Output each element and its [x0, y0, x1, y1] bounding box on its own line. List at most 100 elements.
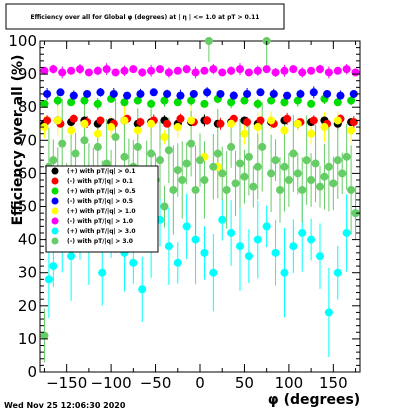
data-point	[289, 65, 298, 74]
data-point	[351, 209, 360, 218]
y-tick-label: 60	[18, 164, 37, 182]
data-point	[351, 68, 360, 77]
data-point	[173, 258, 182, 267]
data-point	[216, 119, 225, 128]
data-point	[307, 176, 316, 185]
data-point	[98, 268, 107, 277]
legend-label: (-) with pT/|q| > 1.0	[67, 218, 133, 225]
data-point	[289, 149, 298, 158]
data-point	[209, 162, 218, 171]
y-tick-label: 100	[8, 32, 37, 50]
data-point	[200, 248, 209, 257]
data-point	[67, 98, 76, 107]
data-point	[58, 139, 67, 148]
data-point	[227, 119, 236, 128]
x-tick-label: −50	[140, 374, 172, 392]
data-point	[96, 88, 105, 97]
x-tick-label: −150	[46, 374, 87, 392]
data-point	[293, 96, 302, 105]
data-point	[307, 66, 316, 75]
data-point	[324, 68, 333, 77]
data-point	[56, 88, 65, 97]
data-point	[182, 65, 191, 74]
y-tick-label: 70	[18, 131, 37, 149]
data-point	[253, 123, 262, 132]
legend-label: (+) with pT/|q| > 3.0	[67, 228, 136, 235]
data-point	[84, 68, 93, 77]
data-point	[249, 182, 258, 191]
x-tick-label: 150	[319, 374, 348, 392]
data-point	[240, 96, 249, 105]
data-point	[280, 162, 289, 171]
legend-label: (+) with pT/|q| > 0.5	[67, 188, 136, 195]
data-point	[231, 179, 240, 188]
data-point	[49, 156, 58, 165]
data-point	[262, 65, 271, 74]
data-point	[320, 172, 329, 181]
data-point	[111, 68, 120, 77]
chart-title: Efficiency over all for Global φ (degree…	[31, 14, 260, 21]
data-point	[80, 136, 89, 145]
data-point	[71, 149, 80, 158]
data-point	[93, 99, 102, 108]
data-point	[67, 66, 76, 75]
y-axis-title: Efficiency over all (%)	[10, 55, 26, 226]
legend-marker	[51, 177, 59, 185]
legend-label: (-) with pT/|q| > 3.0	[67, 238, 133, 245]
data-point	[240, 129, 249, 138]
data-point	[191, 68, 200, 77]
data-point	[67, 126, 76, 135]
data-point	[323, 89, 332, 98]
data-point	[347, 96, 356, 105]
data-point	[338, 169, 347, 178]
data-point	[187, 116, 196, 125]
legend-marker	[51, 237, 59, 245]
data-point	[293, 119, 302, 128]
data-point	[189, 89, 198, 98]
data-point	[298, 228, 307, 237]
data-point	[53, 96, 62, 105]
data-point	[80, 96, 89, 105]
data-point	[102, 159, 111, 168]
data-point	[163, 119, 172, 128]
data-point	[333, 268, 342, 277]
data-point	[69, 114, 78, 123]
data-point	[307, 129, 316, 138]
data-point	[120, 66, 129, 75]
data-point	[120, 98, 129, 107]
y-tick-label: 40	[18, 231, 37, 249]
data-point	[123, 91, 132, 100]
legend-label: (-) with pT/|q| > 0.1	[67, 178, 133, 185]
data-point	[349, 118, 358, 127]
data-point	[40, 331, 49, 340]
data-point	[283, 91, 292, 100]
data-point	[271, 68, 280, 77]
legend-marker	[51, 167, 59, 175]
data-point	[218, 215, 227, 224]
data-point	[133, 126, 142, 135]
data-point	[136, 89, 145, 98]
data-point	[120, 116, 129, 125]
data-point	[138, 285, 147, 294]
legend-marker	[51, 217, 59, 225]
data-point	[187, 139, 196, 148]
y-axis-ticks: 0 10 20 30 40 50 60 70 80 90 100	[8, 32, 360, 381]
data-point	[43, 116, 52, 125]
data-point	[203, 88, 212, 97]
data-point	[253, 99, 262, 108]
data-point	[164, 146, 173, 155]
data-point	[262, 222, 271, 231]
data-point	[324, 162, 333, 171]
x-tick-label: −100	[91, 374, 132, 392]
timestamp: Wed Nov 25 12:06:30 2020	[4, 401, 126, 410]
data-point	[244, 152, 253, 161]
data-point	[187, 96, 196, 105]
data-point	[83, 89, 92, 98]
data-point	[253, 66, 262, 75]
data-point	[236, 242, 244, 251]
data-point	[244, 68, 253, 77]
data-point	[173, 98, 182, 107]
data-point	[256, 88, 265, 97]
